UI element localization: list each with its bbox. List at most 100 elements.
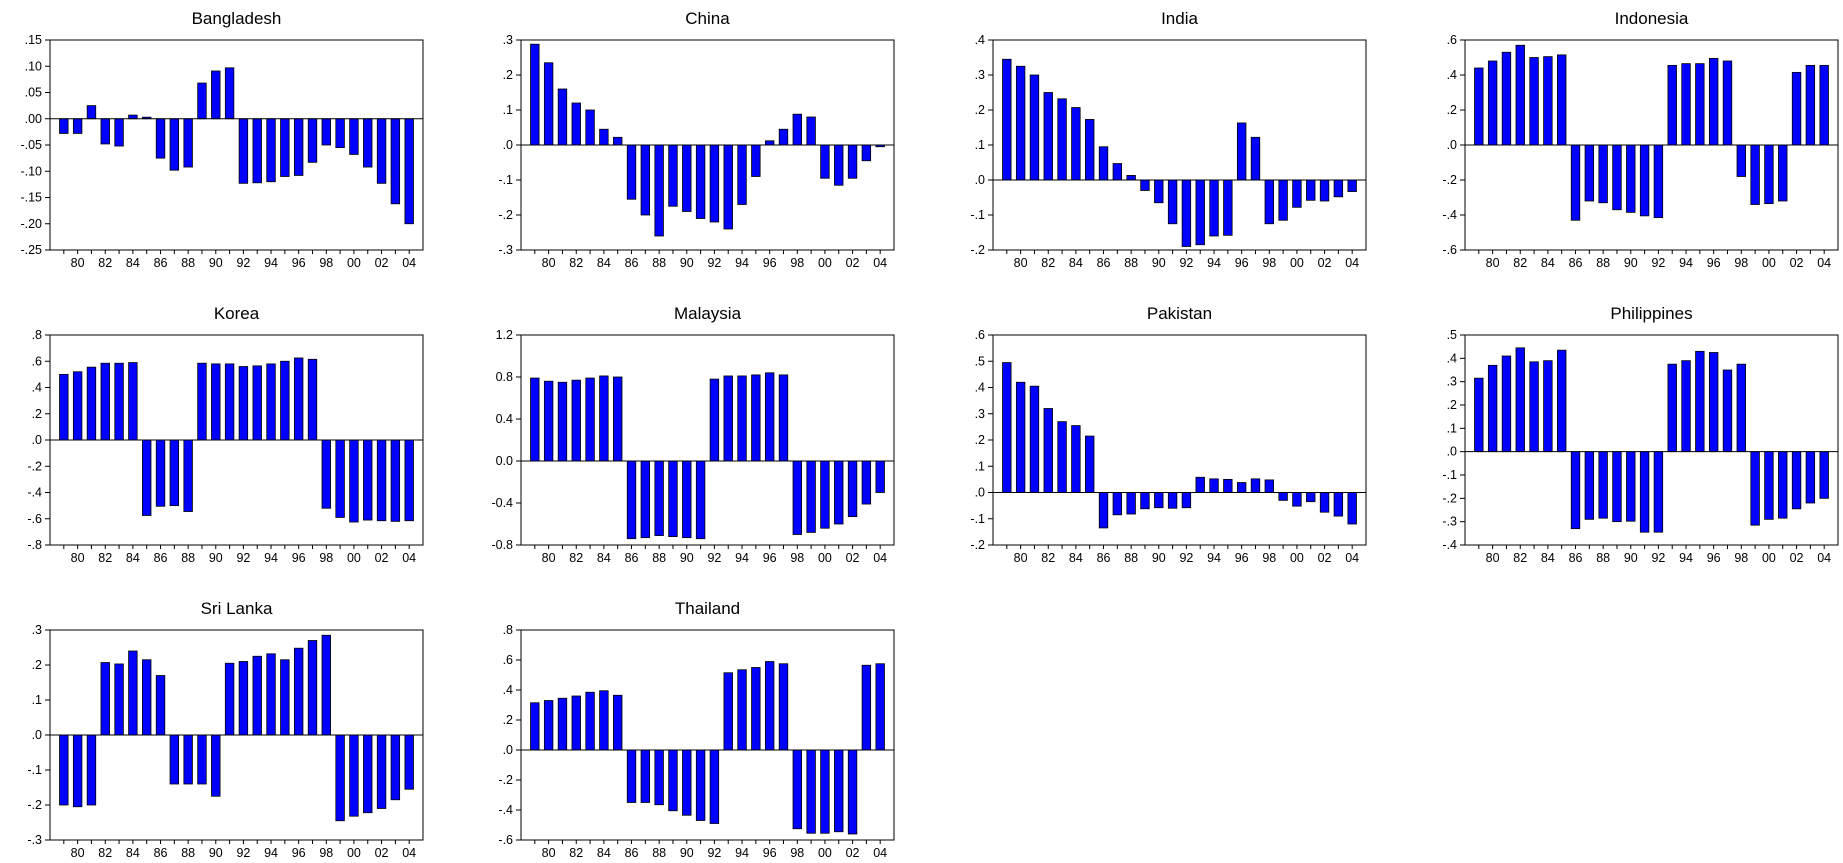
bar: [599, 128, 609, 146]
bar: [1278, 492, 1288, 501]
x-tick-label: 84: [1541, 256, 1555, 270]
y-tick-label: .1: [1447, 421, 1457, 435]
bar: [1750, 451, 1760, 526]
x-tick-label: 96: [1235, 256, 1249, 270]
bar: [183, 439, 193, 512]
x-tick-label: 88: [181, 846, 195, 860]
bar: [1098, 492, 1109, 529]
x-tick-label: 98: [790, 551, 804, 565]
bar: [806, 116, 816, 146]
x-tick-label: 92: [707, 551, 721, 565]
bar: [349, 118, 359, 155]
y-tick-label: .0: [503, 743, 513, 757]
bar: [293, 647, 304, 736]
bar: [1805, 64, 1816, 146]
chart-title: Pakistan: [1147, 304, 1212, 323]
x-tick-label: 98: [1262, 551, 1276, 565]
y-tick-label: -.6: [27, 512, 42, 526]
bar: [280, 360, 290, 441]
y-tick-label: .4: [975, 381, 985, 395]
x-tick-label: 04: [1817, 551, 1831, 565]
bar: [114, 118, 124, 147]
bar: [626, 144, 637, 200]
x-tick-label: 82: [569, 256, 583, 270]
y-tick-label: -.1: [1442, 468, 1457, 482]
x-tick-label: 00: [1762, 256, 1776, 270]
x-tick-label: 04: [1345, 256, 1359, 270]
bar: [1085, 435, 1095, 493]
bar: [59, 118, 69, 134]
bar: [557, 381, 568, 462]
bar: [266, 653, 276, 736]
y-tick-label: -.25: [20, 243, 42, 257]
bar: [1557, 54, 1567, 146]
bar: [321, 634, 331, 736]
x-tick-label: 86: [154, 256, 168, 270]
x-tick-label: 02: [846, 256, 860, 270]
bar: [1292, 179, 1302, 208]
x-tick-label: 90: [209, 551, 223, 565]
bar: [626, 749, 637, 803]
x-tick-label: 00: [1290, 256, 1304, 270]
bar: [169, 439, 180, 507]
bar: [861, 460, 872, 505]
x-tick-label: 80: [1014, 256, 1028, 270]
bar: [307, 358, 318, 441]
x-tick-label: 88: [652, 256, 666, 270]
chart-panel: Philippines -.4 -.3 -.2 -.1 .0 .1 .2 .3 .4 .5 80 82 8…: [1442, 304, 1839, 565]
chart-title: Malaysia: [674, 304, 742, 323]
chart-panel: Thailand -.6 -.4 -.2 .0 .2 .4 .6 .8 80 82 84 86 88 90 9…: [498, 599, 895, 860]
chart-title: Bangladesh: [192, 9, 282, 28]
bar: [1501, 355, 1512, 453]
bar: [585, 691, 595, 751]
bar: [1736, 363, 1746, 453]
bar: [668, 749, 678, 812]
bar: [114, 362, 124, 441]
bar: [197, 362, 207, 441]
bar: [834, 144, 844, 186]
bar: [668, 144, 678, 207]
x-tick-label: 86: [1097, 256, 1111, 270]
bar: [1501, 51, 1512, 146]
bar: [1598, 451, 1608, 519]
bar: [571, 102, 581, 146]
x-tick-label: 88: [181, 551, 195, 565]
bar: [72, 734, 83, 808]
bar: [599, 375, 609, 462]
x-tick-label: 94: [1207, 256, 1221, 270]
y-tick-label: -.15: [20, 191, 42, 205]
bar: [1112, 163, 1123, 181]
bar: [390, 118, 401, 205]
bar: [668, 460, 678, 537]
y-tick-label: .3: [32, 623, 42, 637]
x-tick-label: 94: [1679, 551, 1693, 565]
bar: [1598, 144, 1608, 204]
bar: [764, 661, 775, 751]
bar: [875, 663, 885, 751]
bar: [543, 62, 554, 146]
x-tick-label: 80: [542, 256, 556, 270]
bar: [1236, 482, 1247, 493]
bar: [654, 460, 664, 536]
y-tick-label: -.4: [1442, 538, 1457, 552]
bar: [307, 640, 318, 736]
bar: [1250, 136, 1261, 181]
chart-title: Indonesia: [1615, 9, 1689, 28]
bar: [1791, 451, 1802, 510]
bar: [1557, 349, 1567, 453]
bar: [806, 749, 816, 834]
x-tick-label: 82: [1513, 551, 1527, 565]
y-tick-label: .2: [1447, 103, 1457, 117]
x-tick-label: 94: [1207, 551, 1221, 565]
y-tick-label: -.2: [498, 208, 513, 222]
bar: [723, 144, 733, 230]
bar: [169, 118, 180, 171]
bar: [252, 118, 262, 184]
bar: [390, 439, 401, 522]
x-tick-label: 96: [292, 551, 306, 565]
bar: [751, 144, 761, 177]
x-tick-label: 80: [1014, 551, 1028, 565]
y-tick-label: .4: [975, 33, 985, 47]
bar: [1626, 144, 1636, 213]
